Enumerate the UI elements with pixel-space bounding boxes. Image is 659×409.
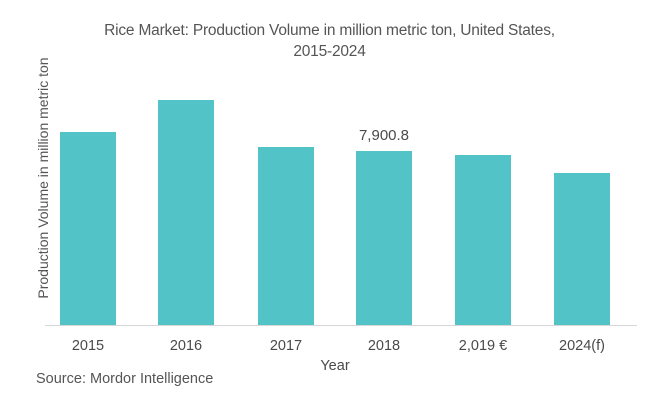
x-axis-line (45, 325, 637, 326)
x-axis-label: Year (320, 358, 350, 374)
bar-4 (455, 155, 511, 325)
chart-title-line2: 2015-2024 (293, 43, 366, 60)
bar-3 (356, 151, 412, 325)
x-tick-label: 2018 (367, 338, 401, 354)
x-tick-label: 2015 (71, 338, 105, 354)
chart-title-line1: Rice Market: Production Volume in millio… (104, 22, 555, 39)
chart-title: Rice Market: Production Volume in millio… (0, 20, 659, 62)
x-tick-label: 2016 (169, 338, 203, 354)
y-axis-label: Production Volume in million metric ton (35, 57, 51, 299)
bar-1 (158, 100, 214, 325)
data-label: 7,900.8 (358, 127, 410, 144)
x-tick-label: 2024(f) (559, 338, 605, 354)
bar-0 (60, 132, 116, 325)
x-tick-label: 2,019 € (458, 338, 508, 354)
source-note: Source: Mordor Intelligence (36, 371, 214, 387)
bar-5 (554, 173, 610, 325)
x-tick-label: 2017 (269, 338, 303, 354)
bar-2 (258, 147, 314, 325)
